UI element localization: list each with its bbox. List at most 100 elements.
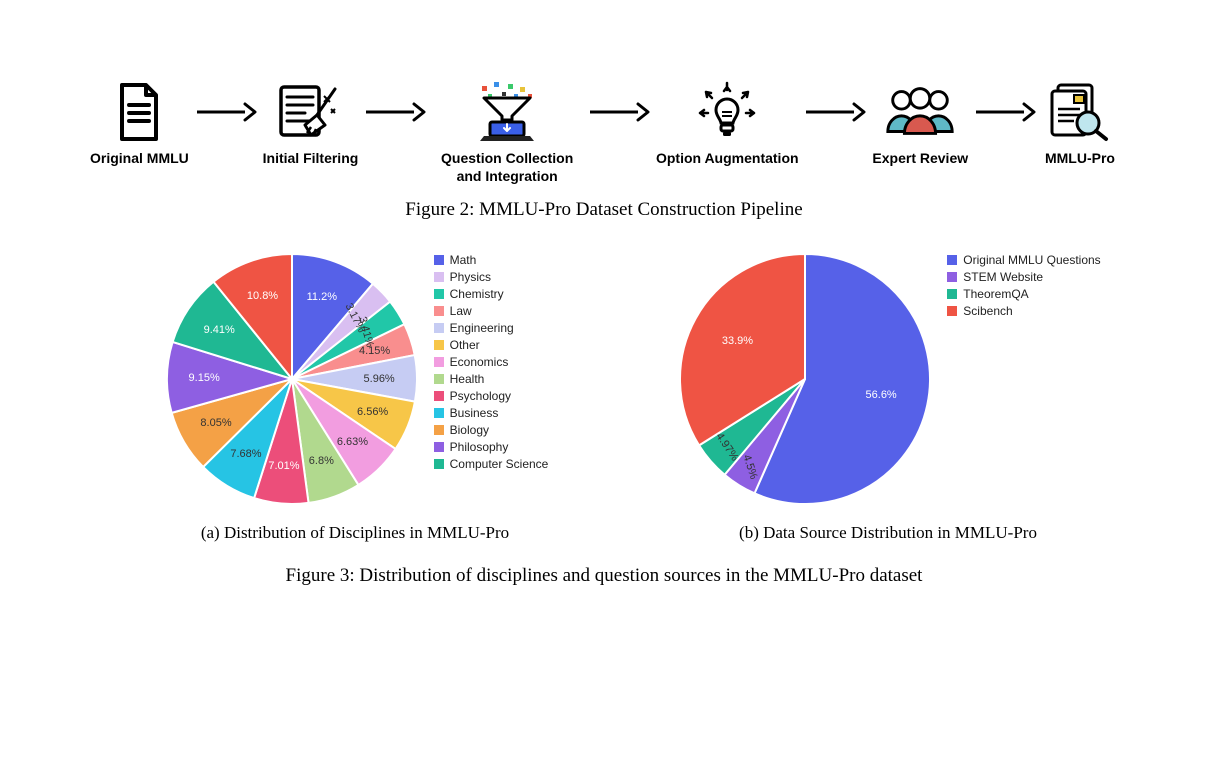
document-icon: [101, 80, 177, 144]
slice-label: 6.56%: [357, 406, 388, 418]
pie-a: 11.2%3.17%3.41%4.15%5.96%6.56%6.63%6.8%7…: [162, 249, 422, 509]
legend-swatch: [947, 255, 957, 265]
legend-swatch: [947, 306, 957, 316]
step-label: MMLU-Pro: [1045, 150, 1115, 168]
legend-label: Law: [450, 304, 472, 318]
legend-swatch: [434, 272, 444, 282]
legend-swatch: [947, 289, 957, 299]
slice-label: 10.8%: [247, 290, 278, 302]
legend-label: Scibench: [963, 304, 1012, 318]
lightbulb-expand-icon: [689, 80, 765, 144]
legend-item: Physics: [434, 270, 549, 284]
legend-label: Chemistry: [450, 287, 504, 301]
step-expert-review: Expert Review: [872, 80, 968, 168]
step-label: Option Augmentation: [656, 150, 799, 168]
legend-swatch: [434, 425, 444, 435]
legend-item: Business: [434, 406, 549, 420]
legend-item: Psychology: [434, 389, 549, 403]
slice-label: 9.15%: [189, 372, 220, 384]
figure-root: Original MMLU: [0, 0, 1208, 778]
slice-label: 9.41%: [204, 324, 235, 336]
slice-label: 4.15%: [359, 345, 390, 357]
legend-label: TheoremQA: [963, 287, 1028, 301]
arrow-icon: [586, 80, 652, 144]
legend-item: Original MMLU Questions: [947, 253, 1100, 267]
legend-label: Philosophy: [450, 440, 509, 454]
slice-label: 7.68%: [230, 448, 261, 460]
charts-row: 11.2%3.17%3.41%4.15%5.96%6.56%6.63%6.8%7…: [90, 249, 1118, 543]
step-original-mmlu: Original MMLU: [90, 80, 189, 168]
arrow-icon: [972, 80, 1038, 144]
slice-label: 6.63%: [337, 436, 368, 448]
legend-label: Psychology: [450, 389, 511, 403]
legend-item: Health: [434, 372, 549, 386]
legend-a: Math Physics Chemistry Law Engineering Other E…: [434, 253, 549, 474]
legend-swatch: [434, 306, 444, 316]
legend-swatch: [434, 340, 444, 350]
legend-item: Law: [434, 304, 549, 318]
pipeline-row: Original MMLU: [90, 80, 1118, 195]
legend-item: Computer Science: [434, 457, 549, 471]
people-icon: [882, 80, 958, 144]
legend-swatch: [434, 255, 444, 265]
legend-swatch: [434, 289, 444, 299]
arrow-icon: [802, 80, 868, 144]
funnel-laptop-icon: [469, 80, 545, 144]
legend-item: Other: [434, 338, 549, 352]
slice-label: 11.2%: [307, 291, 337, 303]
legend-label: Economics: [450, 355, 509, 369]
step-initial-filtering: Initial Filtering: [263, 80, 359, 168]
legend-item: Math: [434, 253, 549, 267]
legend-item: Scibench: [947, 304, 1100, 318]
legend-item: Economics: [434, 355, 549, 369]
legend-item: Chemistry: [434, 287, 549, 301]
filter-icon: [272, 80, 348, 144]
legend-item: Engineering: [434, 321, 549, 335]
legend-item: STEM Website: [947, 270, 1100, 284]
legend-swatch: [434, 357, 444, 367]
pie-svg: [675, 249, 935, 509]
slice-label: 33.9%: [722, 335, 753, 347]
legend-swatch: [434, 391, 444, 401]
legend-item: TheoremQA: [947, 287, 1100, 301]
legend-swatch: [434, 459, 444, 469]
step-label: Expert Review: [872, 150, 968, 168]
step-label: Original MMLU: [90, 150, 189, 168]
slice-label: 8.05%: [200, 417, 231, 429]
legend-item: Biology: [434, 423, 549, 437]
legend-swatch: [434, 442, 444, 452]
legend-label: Health: [450, 372, 485, 386]
legend-swatch: [947, 272, 957, 282]
legend-label: Biology: [450, 423, 489, 437]
legend-label: Engineering: [450, 321, 514, 335]
step-question-collection: Question Collection and Integration: [432, 80, 582, 185]
legend-label: Math: [450, 253, 477, 267]
chart-a-caption: (a) Distribution of Disciplines in MMLU-…: [201, 523, 509, 543]
legend-swatch: [434, 374, 444, 384]
arrow-icon: [362, 80, 428, 144]
step-label: Initial Filtering: [263, 150, 359, 168]
figure3-caption: Figure 3: Distribution of disciplines an…: [90, 565, 1118, 587]
legend-swatch: [434, 323, 444, 333]
step-mmlu-pro: MMLU-Pro: [1042, 80, 1118, 168]
legend-swatch: [434, 408, 444, 418]
step-option-augmentation: Option Augmentation: [656, 80, 799, 168]
legend-label: Computer Science: [450, 457, 549, 471]
legend-label: Business: [450, 406, 499, 420]
slice-label: 6.8%: [309, 455, 334, 467]
docs-magnifier-icon: [1042, 80, 1118, 144]
step-label: Question Collection and Integration: [432, 150, 582, 185]
legend-label: Other: [450, 338, 480, 352]
pie-b: 56.6%4.5%4.97%33.9%: [675, 249, 935, 509]
figure2-caption: Figure 2: MMLU-Pro Dataset Construction …: [90, 199, 1118, 221]
legend-item: Philosophy: [434, 440, 549, 454]
slice-label: 56.6%: [866, 389, 897, 401]
chart-b: 56.6%4.5%4.97%33.9% Original MMLU Questi…: [658, 249, 1118, 543]
legend-label: Original MMLU Questions: [963, 253, 1100, 267]
legend-b: Original MMLU Questions STEM Website Theor…: [947, 253, 1100, 321]
slice-label: 7.01%: [268, 460, 299, 472]
legend-label: Physics: [450, 270, 491, 284]
arrow-icon: [193, 80, 259, 144]
chart-a: 11.2%3.17%3.41%4.15%5.96%6.56%6.63%6.8%7…: [90, 249, 620, 543]
legend-label: STEM Website: [963, 270, 1043, 284]
